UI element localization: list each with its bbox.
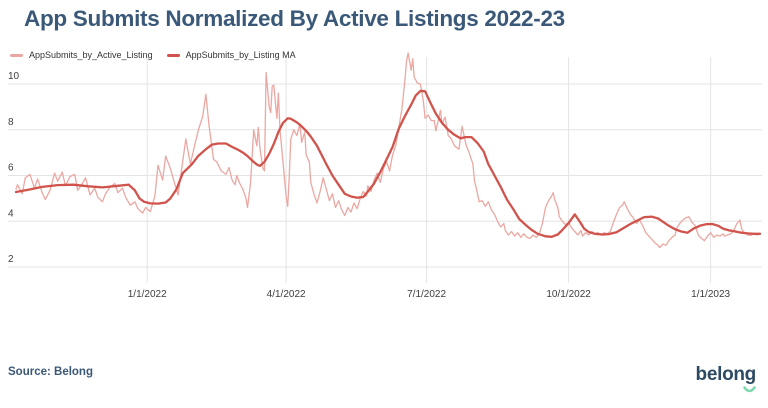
legend-label: AppSubmits_by_Listing MA bbox=[185, 50, 296, 60]
y-axis-tick-label: 4 bbox=[8, 208, 14, 219]
belong-logo: belong bbox=[695, 364, 757, 393]
logo-smile-icon bbox=[743, 386, 756, 393]
raw-series-line bbox=[15, 52, 761, 249]
x-axis-tick-label: 7/1/2022 bbox=[407, 289, 446, 300]
y-axis-tick-label: 6 bbox=[8, 163, 14, 174]
y-axis-tick-label: 2 bbox=[8, 254, 14, 265]
x-axis-tick-label: 10/1/2022 bbox=[546, 289, 591, 300]
y-axis-tick-label: 8 bbox=[8, 117, 14, 128]
chart-legend: AppSubmits_by_Active_Listing AppSubmits_… bbox=[10, 50, 296, 60]
x-axis-tick-label: 1/1/2022 bbox=[128, 289, 167, 300]
line-chart: 2 4 6 8 10 1/1/2022 4/1/2022 7/1/2022 10/1/2022 1… bbox=[8, 52, 762, 300]
chart-title: App Submits Normalized By Active Listing… bbox=[24, 6, 565, 31]
legend-item-listing-ma: AppSubmits_by_Listing MA bbox=[166, 50, 296, 60]
x-axis-tick-label: 4/1/2022 bbox=[267, 289, 306, 300]
legend-item-active-listing: AppSubmits_by_Active_Listing bbox=[10, 50, 153, 60]
legend-swatch-icon bbox=[10, 53, 23, 57]
source-label: Source: Belong bbox=[8, 366, 93, 378]
legend-label: AppSubmits_by_Active_Listing bbox=[29, 50, 153, 60]
y-axis-tick-label: 10 bbox=[8, 71, 20, 82]
x-axis-tick-label: 1/1/2023 bbox=[691, 289, 730, 300]
logo-text: belong bbox=[695, 364, 757, 385]
legend-swatch-icon bbox=[166, 53, 180, 57]
ma-series-line bbox=[14, 89, 762, 238]
